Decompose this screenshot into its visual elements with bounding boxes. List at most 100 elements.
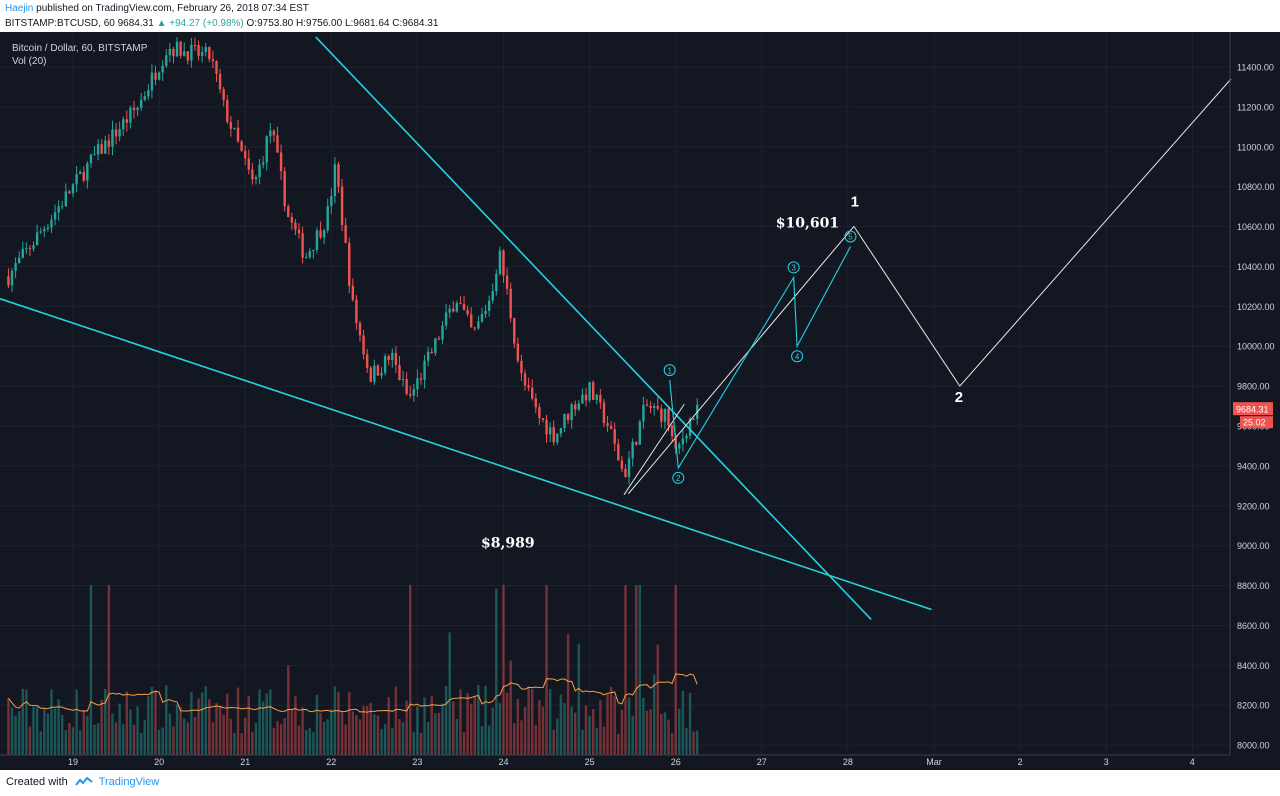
candle-body xyxy=(186,51,189,61)
volume-bar xyxy=(563,702,566,755)
volume-bar xyxy=(100,699,103,755)
volume-bars xyxy=(7,585,699,755)
candle-body xyxy=(606,423,609,426)
candle-body xyxy=(161,65,164,73)
volume-bar xyxy=(588,716,591,755)
volume-bar xyxy=(667,719,670,755)
candle-body xyxy=(484,310,487,315)
published-text: published on TradingView.com, February 2… xyxy=(36,3,309,14)
volume-bar xyxy=(46,713,50,755)
candle-body xyxy=(222,89,225,101)
volume-bar xyxy=(696,730,699,755)
candle-body xyxy=(466,309,469,315)
candle-body xyxy=(667,408,670,426)
volume-bar xyxy=(541,706,545,755)
volume-bar xyxy=(678,708,681,755)
volume-bar xyxy=(53,708,57,755)
candle-body xyxy=(531,387,534,399)
volume-bar xyxy=(78,730,82,755)
candle-body xyxy=(635,441,638,445)
volume-bar xyxy=(333,686,337,755)
candle-body xyxy=(638,421,642,445)
candle-body xyxy=(570,404,573,421)
sub-wave-circle xyxy=(787,261,800,274)
tradingview-link[interactable]: TradingView xyxy=(98,776,160,788)
volume-bar xyxy=(215,702,218,755)
candle-body xyxy=(505,275,509,289)
volume-bar xyxy=(455,718,459,755)
volume-bar xyxy=(17,711,21,755)
volume-bar xyxy=(104,688,107,755)
candle-body xyxy=(577,403,581,410)
sub-wave-circle xyxy=(791,350,804,363)
volume-bar xyxy=(566,634,570,755)
volume-bar xyxy=(670,732,674,755)
wave-projection[interactable] xyxy=(623,78,1232,496)
tradingview-logo-icon xyxy=(75,776,93,786)
volume-bar xyxy=(480,726,484,755)
volume-bar xyxy=(258,689,261,755)
volume-bar xyxy=(226,693,229,755)
candle-body xyxy=(254,177,258,180)
price-tick-label: 10200.00 xyxy=(1237,302,1275,312)
candle-body xyxy=(89,154,93,164)
sub-wave-label: 1 xyxy=(667,366,672,375)
volume-bar xyxy=(405,700,408,755)
candle-body xyxy=(534,398,537,408)
candle-body xyxy=(602,402,606,424)
candle-body xyxy=(548,427,552,435)
candle-body xyxy=(68,191,71,194)
candle-body xyxy=(93,154,96,156)
volume-bar xyxy=(21,688,24,755)
lower-trendline xyxy=(0,297,932,611)
candle-body xyxy=(279,152,283,172)
volume-bar xyxy=(649,709,652,755)
volume-bar xyxy=(86,715,89,755)
chart-title: Bitcoin / Dollar, 60, BITSTAMP xyxy=(12,43,148,54)
candle-body xyxy=(376,365,380,376)
volume-bar xyxy=(355,715,358,755)
candle-body xyxy=(340,186,344,226)
candle-body xyxy=(190,44,193,61)
volume-bar xyxy=(43,708,46,755)
last-price: 9684.31 xyxy=(117,18,154,29)
volume-bar xyxy=(599,700,602,755)
volume-bar xyxy=(251,731,254,755)
volume-bar xyxy=(175,704,179,755)
volume-bar xyxy=(491,707,494,755)
candle-body xyxy=(211,59,215,62)
candle-body xyxy=(111,129,114,147)
candle-body xyxy=(688,418,692,436)
volume-bar xyxy=(383,724,387,755)
time-tick-label: 27 xyxy=(757,757,767,767)
trendlines[interactable] xyxy=(0,36,932,621)
volume-bar xyxy=(204,686,207,755)
time-axis[interactable]: 19 20 21 22 23 24 25 26 27 28 Mar 2 3 4 xyxy=(0,754,1230,767)
sub-wave-label: 3 xyxy=(791,264,796,273)
volume-bar xyxy=(527,686,530,755)
volume-bar xyxy=(412,731,416,755)
volume-bar xyxy=(416,706,419,755)
candle-body xyxy=(258,164,261,178)
candle-body xyxy=(462,304,466,310)
candle-body xyxy=(387,356,390,360)
candle-body xyxy=(240,141,243,151)
volume-bar xyxy=(498,702,502,755)
volume-bar xyxy=(351,711,355,755)
candle-body xyxy=(609,425,613,430)
sub-wave-circle xyxy=(844,230,857,243)
candle-body xyxy=(315,230,319,250)
candle-body xyxy=(294,222,297,230)
candle-body xyxy=(251,169,254,180)
price-axis[interactable]: 11400.00 11200.00 11000.00 10800.00 10600.00… xyxy=(1229,32,1275,770)
candle-body xyxy=(670,425,674,437)
candle-body xyxy=(652,405,656,408)
candle-body xyxy=(272,130,276,136)
author-link[interactable]: Haejin xyxy=(5,3,34,14)
candle-body xyxy=(513,318,516,344)
volume-ma xyxy=(8,673,698,713)
candle-body xyxy=(57,206,60,213)
time-tick-label: 2 xyxy=(1018,757,1023,767)
volume-bar xyxy=(75,689,78,755)
